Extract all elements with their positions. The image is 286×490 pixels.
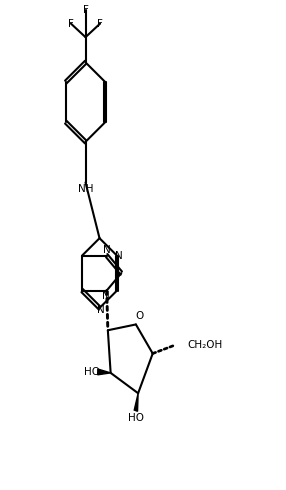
Text: NH: NH (78, 184, 93, 194)
Text: F: F (83, 5, 88, 15)
Text: N: N (115, 251, 123, 261)
Text: F: F (97, 19, 103, 28)
Text: CH₂OH: CH₂OH (187, 340, 222, 350)
Polygon shape (134, 393, 138, 411)
Text: HO: HO (128, 414, 144, 423)
Polygon shape (98, 369, 111, 375)
Text: F: F (68, 19, 74, 28)
Text: N: N (102, 292, 110, 301)
Text: N: N (103, 245, 111, 255)
Text: HO: HO (84, 367, 100, 377)
Text: O: O (135, 311, 143, 321)
Text: N: N (97, 305, 105, 316)
